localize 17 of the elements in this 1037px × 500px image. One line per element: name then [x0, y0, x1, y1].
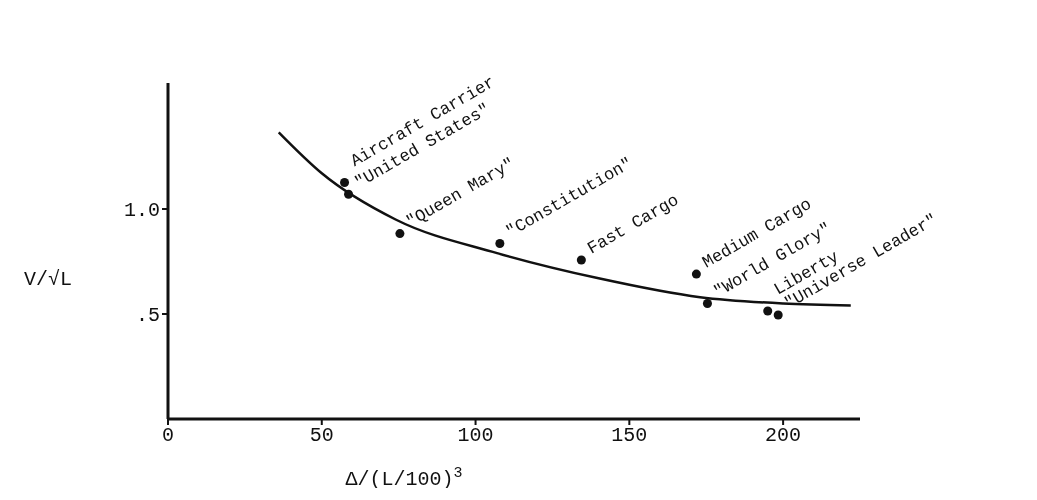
point [773, 310, 783, 320]
x-tick-label: 150 [611, 424, 648, 448]
point [763, 306, 773, 316]
x-tick-label: 200 [765, 424, 802, 448]
y-tick-label: .5 [135, 304, 160, 328]
point [340, 178, 350, 188]
x-tick-label: 100 [457, 424, 494, 448]
point [691, 269, 701, 279]
point [576, 255, 586, 265]
x-tick-label: 0 [161, 424, 175, 448]
point [702, 298, 712, 309]
y-tick-label: 1.0 [123, 199, 160, 223]
point [395, 229, 405, 239]
point [344, 189, 354, 199]
y-axis-title: V/√L [23, 267, 73, 291]
x-tick-label: 50 [309, 424, 334, 448]
point [495, 238, 505, 248]
